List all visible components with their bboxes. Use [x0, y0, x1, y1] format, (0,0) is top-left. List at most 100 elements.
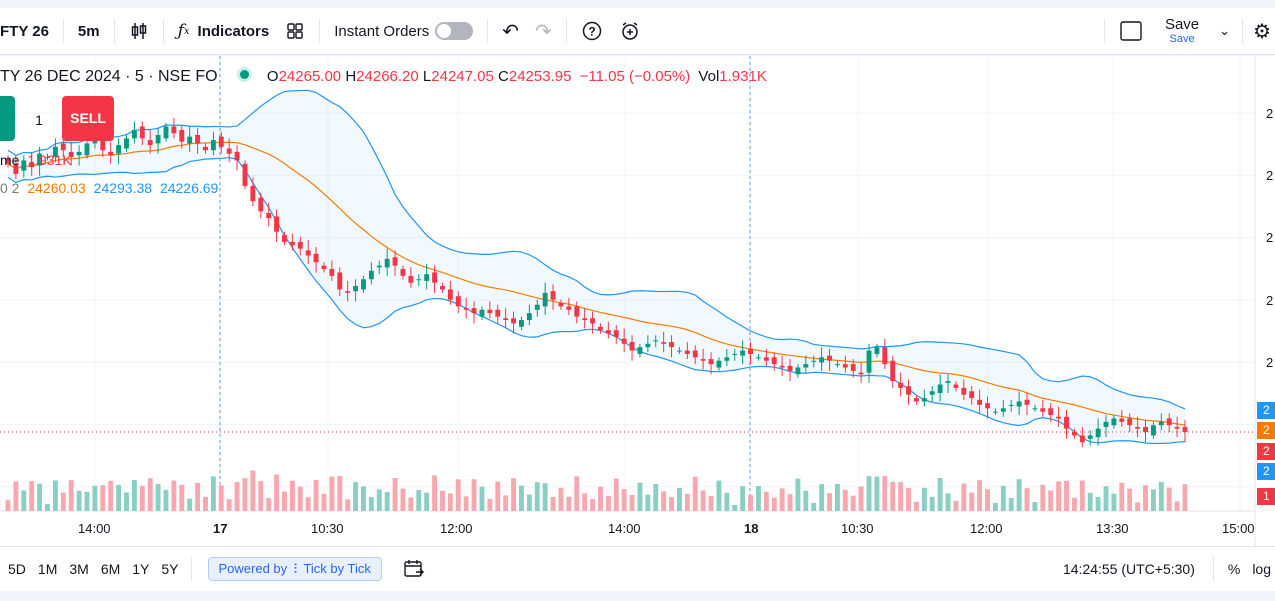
- volume-bar: [5, 500, 11, 511]
- candle-body: [740, 350, 746, 356]
- candle-body: [882, 347, 888, 365]
- symbol-button[interactable]: FTY 26: [0, 22, 49, 40]
- toggle-switch[interactable]: [435, 22, 474, 40]
- bb-basis: 24260.03: [27, 180, 86, 196]
- powered-by-label: Powered by: [218, 561, 288, 576]
- volume-bar: [13, 481, 19, 511]
- candle-body: [1143, 426, 1148, 433]
- help-icon[interactable]: ?: [573, 14, 611, 48]
- footer-strip: [0, 591, 1275, 601]
- clock-timezone[interactable]: 14:24:55 (UTC+5:30): [1062, 561, 1195, 577]
- candle-body: [1040, 408, 1046, 412]
- candle-body: [21, 160, 27, 171]
- candle-body: [890, 360, 896, 382]
- volume-legend: me 1.931K: [0, 152, 72, 168]
- volume-bar: [37, 483, 43, 511]
- range-5y[interactable]: 5Y: [161, 561, 179, 577]
- volume-bar: [92, 485, 98, 511]
- candle-body: [977, 399, 983, 405]
- redo-icon[interactable]: ↷: [535, 20, 552, 43]
- time-axis-label: 13:30: [1096, 521, 1129, 536]
- volume-bar: [171, 480, 177, 511]
- toolbar-divider: [319, 19, 321, 43]
- candle-body: [1024, 399, 1030, 405]
- order-quantity[interactable]: 1: [35, 112, 43, 128]
- volume-price-tag: 1: [1257, 488, 1275, 505]
- volume-bar: [1174, 501, 1180, 511]
- undo-icon[interactable]: ↶: [502, 20, 520, 43]
- volume-bar: [669, 497, 674, 511]
- range-3m[interactable]: 3M: [69, 561, 89, 577]
- fullscreen-square-icon[interactable]: [1111, 14, 1151, 48]
- bb-basis-price-tag: 2: [1257, 422, 1275, 439]
- symbol-title: TY 26 DEC 2024 · 5 · NSE FO: [0, 68, 218, 85]
- candle-body: [929, 391, 935, 395]
- range-1y[interactable]: 1Y: [132, 561, 150, 577]
- volume-bar: [724, 492, 730, 511]
- volume-bar: [598, 486, 603, 511]
- powered-by-badge[interactable]: Powered by ⫶ Tick by Tick: [207, 557, 382, 581]
- candle-body: [748, 348, 753, 354]
- percent-scale-toggle[interactable]: %: [1227, 561, 1241, 577]
- volume-bar: [384, 492, 390, 511]
- toolbar-divider: [113, 19, 115, 43]
- powered-brand: Tick by Tick: [303, 561, 371, 576]
- volume-bar: [929, 496, 935, 511]
- volume-bar: [755, 486, 761, 511]
- candle-body: [1087, 435, 1093, 439]
- candle-body: [400, 269, 406, 276]
- volume-bar: [432, 475, 438, 511]
- bb-params: 0 2: [0, 180, 20, 196]
- save-button[interactable]: Save Save: [1151, 14, 1213, 48]
- candle-body: [52, 146, 58, 158]
- candle-body: [274, 216, 280, 232]
- price-axis-label: 2: [1266, 355, 1274, 370]
- candle-body: [1008, 404, 1014, 406]
- volume-bar: [890, 481, 896, 511]
- candle-body: [503, 318, 509, 320]
- candle-style-icon[interactable]: [121, 14, 157, 48]
- volume-bar: [511, 478, 517, 511]
- chart-pane[interactable]: TY 26 DEC 2024 · 5 · NSE FO O24265.00 H2…: [0, 56, 1275, 546]
- volume-bar: [977, 480, 983, 511]
- chart-canvas[interactable]: [0, 56, 1275, 546]
- volume-bar: [866, 476, 872, 511]
- volume-bar: [842, 489, 848, 511]
- time-axis-label: 12:00: [440, 521, 473, 536]
- log-scale-toggle[interactable]: log: [1252, 561, 1271, 577]
- volume-bar: [1040, 484, 1046, 511]
- layout-grid-icon[interactable]: [277, 14, 313, 48]
- range-6m[interactable]: 6M: [100, 561, 121, 577]
- buy-button[interactable]: [0, 96, 15, 141]
- volume-bar: [68, 480, 74, 511]
- sell-button[interactable]: SELL: [62, 96, 114, 141]
- volume-bar: [147, 478, 153, 511]
- candle-body: [155, 134, 161, 144]
- volume-bar: [1016, 479, 1022, 511]
- bottom-divider: [1212, 557, 1214, 581]
- instant-orders-toggle[interactable]: Instant Orders: [326, 14, 481, 48]
- range-1m[interactable]: 1M: [37, 561, 58, 577]
- gear-icon[interactable]: ⚙: [1253, 20, 1271, 43]
- volume-bar: [566, 496, 572, 511]
- chevron-down-icon[interactable]: ⌄: [1219, 23, 1231, 38]
- volume-bar: [992, 503, 998, 511]
- alarm-clock-icon[interactable]: [611, 14, 649, 48]
- volume-bar: [1103, 486, 1109, 511]
- candle-body: [716, 360, 722, 368]
- volume-bar: [345, 499, 351, 511]
- candle-body: [432, 272, 438, 283]
- volume-bar: [305, 497, 311, 511]
- price-axis-label: 2: [1266, 168, 1274, 183]
- candle-body: [234, 151, 240, 161]
- volume-bar: [740, 486, 746, 511]
- volume-bar: [874, 476, 880, 511]
- volume-bar: [408, 497, 414, 511]
- calendar-range-icon[interactable]: [396, 558, 432, 580]
- interval-button[interactable]: 5m: [77, 22, 100, 40]
- candle-body: [45, 157, 50, 159]
- range-5d[interactable]: 5D: [8, 561, 26, 577]
- volume-bar: [945, 493, 951, 511]
- candle-body: [945, 381, 951, 383]
